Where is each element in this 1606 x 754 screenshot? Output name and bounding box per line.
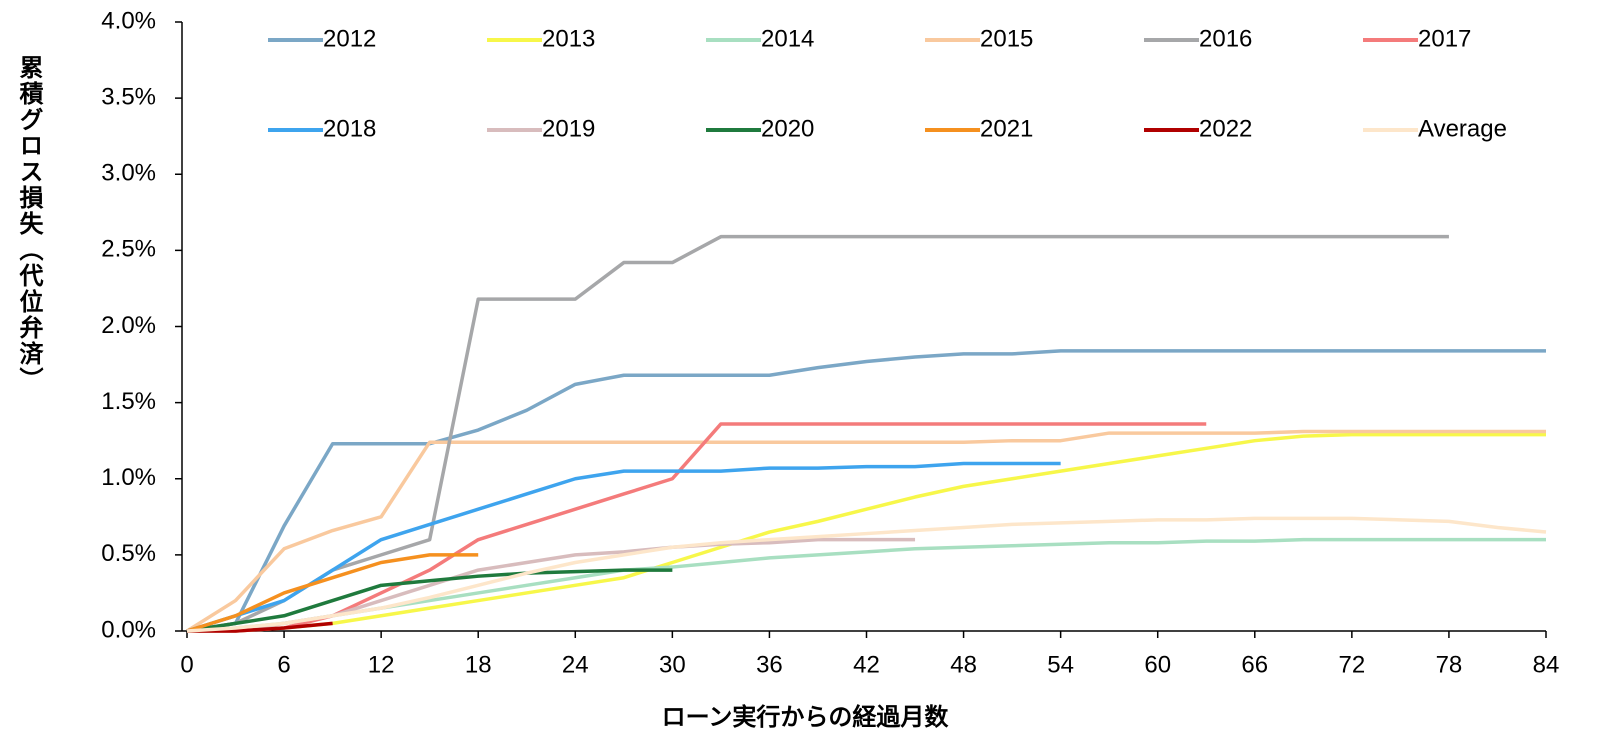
series-line xyxy=(186,461,1061,633)
y-tick-label: 3.0% xyxy=(101,160,156,187)
y-tick-label: 2.0% xyxy=(101,312,156,339)
x-tick-label: 78 xyxy=(1436,651,1463,678)
x-tick-label: 48 xyxy=(950,651,977,678)
y-tick-label: 3.5% xyxy=(101,83,156,110)
legend-label: 2018 xyxy=(323,115,376,142)
x-tick-label: 0 xyxy=(180,651,193,678)
x-tick-label: 18 xyxy=(465,651,492,678)
series-line xyxy=(186,553,479,633)
legend-label: 2014 xyxy=(761,25,814,52)
y-tick-label: 1.0% xyxy=(101,464,156,491)
series-line xyxy=(187,422,1207,633)
x-tick-label: 66 xyxy=(1241,651,1268,678)
legend-label: 2012 xyxy=(323,25,376,52)
x-tick-label: 72 xyxy=(1339,651,1366,678)
series-line xyxy=(187,432,1546,633)
legend-label: 2013 xyxy=(542,25,595,52)
legend-label: 2022 xyxy=(1199,115,1252,142)
x-tick-label: 36 xyxy=(756,651,783,678)
x-tick-label: 42 xyxy=(853,651,880,678)
y-tick-label: 2.5% xyxy=(101,236,156,263)
x-tick-label: 84 xyxy=(1533,651,1560,678)
series-line xyxy=(186,429,1546,633)
series-line xyxy=(187,537,916,633)
y-tick-label: 4.0% xyxy=(101,7,156,34)
series-line xyxy=(186,516,1547,633)
x-tick-label: 24 xyxy=(562,651,589,678)
x-axis-title: ローン実行からの経過月数 xyxy=(662,703,950,731)
x-tick-label: 6 xyxy=(277,651,290,678)
legend-label: 2017 xyxy=(1418,25,1471,52)
series-line xyxy=(186,234,1449,633)
legend-label: 2021 xyxy=(980,115,1033,142)
legend-label: 2015 xyxy=(980,25,1033,52)
legend-label: 2016 xyxy=(1199,25,1252,52)
legend-label: 2020 xyxy=(761,115,814,142)
legend-label: 2019 xyxy=(542,115,595,142)
y-tick-label: 1.5% xyxy=(101,388,156,415)
series-line xyxy=(186,537,1546,633)
y-axis-title: 累積グロス損失（代位弁済） xyxy=(15,55,43,393)
x-tick-label: 30 xyxy=(659,651,686,678)
y-tick-label: 0.0% xyxy=(101,616,156,643)
series-line xyxy=(186,349,1546,633)
legend-label: Average xyxy=(1418,115,1507,142)
x-tick-label: 12 xyxy=(368,651,395,678)
y-tick-label: 0.5% xyxy=(101,540,156,567)
x-tick-label: 54 xyxy=(1047,651,1074,678)
x-tick-label: 60 xyxy=(1144,651,1171,678)
series-line xyxy=(186,568,673,633)
